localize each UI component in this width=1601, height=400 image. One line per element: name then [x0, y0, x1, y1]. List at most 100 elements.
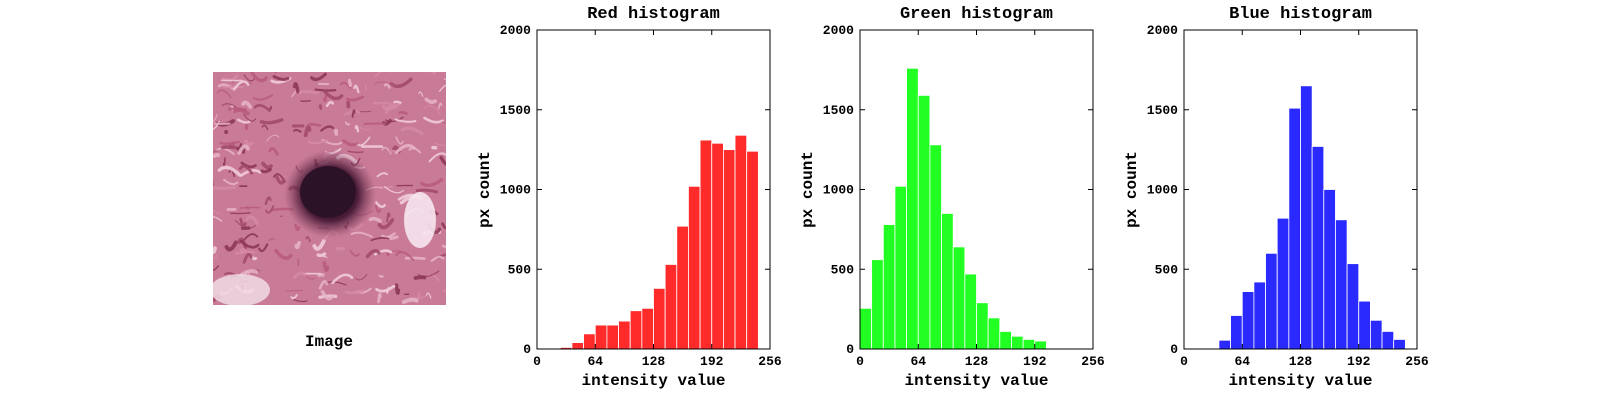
tissue-strand: [386, 212, 391, 223]
tissue-strand: [428, 152, 446, 163]
tissue-strand: [377, 292, 382, 304]
tissue-strand: [393, 100, 402, 104]
x-tick-label: 192: [1023, 354, 1047, 369]
green-histogram-bar: [882, 224, 896, 350]
y-tick-label: 0: [846, 342, 854, 357]
y-tick-label: 1000: [823, 183, 854, 198]
tissue-strand: [222, 157, 226, 167]
tissue-strand: [224, 240, 238, 252]
green-histogram-bar: [929, 144, 942, 350]
tissue-strand: [217, 165, 242, 177]
tissue-strand: [216, 89, 232, 99]
tissue-strand: [437, 102, 443, 110]
tissue-strand: [316, 252, 327, 258]
red-histogram-bar: [688, 185, 701, 350]
y-tick-label: 1500: [500, 103, 531, 118]
tissue-strand: [438, 84, 446, 92]
blue-histogram-bar: [1288, 107, 1301, 350]
tissue-strand: [334, 128, 339, 136]
x-tick-label: 64: [910, 354, 926, 369]
green-histogram-bar: [987, 317, 1001, 350]
tissue-strand: [265, 205, 275, 214]
green-histogram-bar: [976, 302, 989, 350]
y-tick-label: 1000: [500, 183, 531, 198]
red-histogram-bar: [664, 264, 678, 350]
blue-histogram-chart: 0 64 128 192 256 0 500 1000 1500 2000 Blue histogr…: [1123, 5, 1429, 390]
red-histogram-bar: [734, 134, 748, 350]
tissue-strand: [375, 201, 386, 209]
tissue-strand: [359, 126, 372, 131]
tissue-strand: [400, 126, 424, 136]
green-histogram-bar: [941, 213, 954, 350]
tissue-strand: [331, 273, 354, 285]
tissue-strand: [242, 252, 253, 264]
tissue-strand: [394, 118, 417, 123]
tissue-strand: [395, 251, 415, 261]
tissue-strand: [268, 237, 276, 241]
x-tick-label: 0: [1180, 354, 1188, 369]
tissue-strand: [213, 254, 218, 260]
tissue-strand: [345, 121, 350, 126]
red-histogram-bar: [606, 324, 619, 350]
tissue-strand: [413, 275, 427, 280]
tissue-strand: [237, 144, 250, 155]
y-axis-label: px count: [476, 151, 494, 228]
x-tick-label: 128: [1289, 354, 1313, 369]
red-histogram-bar: [699, 139, 713, 350]
red-histogram-chart: 0 64 128 192 256 0 500 1000 1500 2000 Red histogra…: [476, 5, 782, 390]
x-axis-label: intensity value: [904, 372, 1048, 390]
tissue-strand: [243, 74, 255, 82]
tissue-strand: [395, 136, 404, 145]
tissue-strand: [239, 217, 247, 228]
green-histogram-bar: [1022, 339, 1036, 350]
blue-histogram-bar: [1358, 300, 1371, 350]
tissue-strand: [401, 297, 419, 304]
x-tick-label: 128: [642, 354, 666, 369]
tissue-strand: [425, 292, 432, 299]
red-histogram-bar: [594, 324, 608, 350]
green-histogram-bar: [871, 259, 884, 350]
tissue-strand: [292, 271, 307, 279]
blue-histogram-bar: [1335, 219, 1348, 350]
tissue-strand: [378, 274, 384, 278]
y-tick-label: 1500: [823, 103, 854, 118]
tissue-strand: [355, 274, 368, 281]
tissue-strand: [320, 125, 335, 132]
blue-histogram-bar: [1311, 146, 1325, 350]
y-tick-label: 2000: [500, 23, 531, 38]
y-tick-label: 0: [523, 342, 531, 357]
tissue-strand: [368, 216, 382, 223]
tissue-strand: [244, 123, 249, 131]
blue-histogram-bar: [1276, 217, 1290, 350]
blue-histogram-bar: [1370, 319, 1383, 350]
red-histogram-bar: [746, 150, 759, 350]
red-histogram-bar: [711, 142, 724, 350]
tissue-strand: [238, 164, 254, 175]
chart-title: Red histogram: [587, 5, 720, 24]
tissue-strand: [264, 196, 272, 205]
y-axis-label: px count: [1123, 151, 1141, 228]
tissue-strand: [443, 289, 446, 293]
tissue-strand: [219, 140, 241, 145]
y-tick-label: 2000: [823, 23, 854, 38]
tissue-strand: [423, 104, 441, 114]
red-histogram-bar: [641, 307, 654, 350]
tissue-strand: [322, 261, 330, 272]
tissue-strand: [349, 249, 360, 257]
blue-histogram-bar: [1265, 252, 1278, 350]
x-tick-label: 64: [587, 354, 603, 369]
green-histogram-bar: [1034, 340, 1047, 350]
y-tick-label: 1500: [1147, 103, 1178, 118]
tissue-strand: [239, 206, 261, 209]
tissue-strand: [373, 249, 392, 256]
tissue-strand: [384, 102, 397, 114]
green-histogram-bar: [917, 94, 931, 350]
tissue-strand: [213, 179, 214, 187]
green-histogram-bar: [894, 185, 908, 350]
tissue-strand: [345, 95, 364, 102]
tissue-strand: [383, 82, 391, 89]
tissue-strand: [388, 149, 396, 154]
green-histogram-bar: [859, 307, 873, 350]
tissue-strand: [441, 244, 446, 249]
image-caption: Image: [305, 333, 353, 351]
